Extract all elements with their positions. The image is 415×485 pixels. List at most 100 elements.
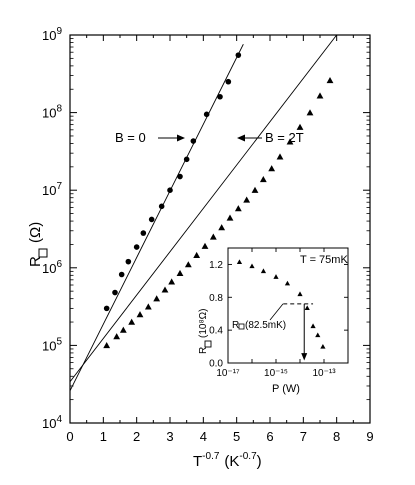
inset-point <box>320 343 326 349</box>
inset-y-axis-title: R (10⁸Ω) <box>198 309 212 354</box>
x-tick-label: 3 <box>166 429 173 444</box>
inset-point <box>236 259 243 265</box>
point-b2t <box>286 138 294 145</box>
point-b0 <box>217 93 223 100</box>
inset-y-unit: (10⁸Ω) <box>198 309 209 338</box>
x-tick-label: 5 <box>233 429 240 444</box>
inset-axis-ticks: 0.0 0.4 0.8 1.2 10⁻¹⁷ 10⁻¹⁵ 10⁻¹³ <box>209 248 349 379</box>
x-tick-label: 4 <box>200 429 207 444</box>
point-b2t <box>306 109 314 116</box>
point-b2t <box>103 342 111 349</box>
inset-down-arrow-head <box>301 353 308 361</box>
main-axis-ticks: 0 1 2 3 4 5 6 7 8 9 104 105 106 107 108 109 <box>42 26 374 444</box>
inset-point <box>249 263 255 269</box>
inset-point <box>260 268 267 274</box>
inset-point <box>315 332 321 338</box>
inset-y-tick-label: 0.0 <box>209 359 223 370</box>
inset-y-tick-label: 0.8 <box>209 293 223 304</box>
y-axis-unit: (Ω) <box>27 222 44 243</box>
x-axis-title: T-0.7 (K-0.7) <box>193 451 262 470</box>
x-tick-label: 1 <box>100 429 107 444</box>
inset-x-tick-label: 10⁻¹⁷ <box>216 368 240 379</box>
inset-ref-sub: (82.5mK) <box>245 320 286 331</box>
point-b0 <box>133 244 140 250</box>
point-b0 <box>167 187 173 193</box>
point-b2t <box>243 196 251 203</box>
y-tick-label: 109 <box>42 26 62 43</box>
inset-point <box>297 291 303 297</box>
point-b2t <box>119 326 127 333</box>
point-b0 <box>148 216 155 223</box>
inset-y-tick-label: 1.2 <box>209 260 223 271</box>
y-tick-label: 108 <box>42 104 62 121</box>
point-b2t <box>316 92 324 99</box>
point-b2t <box>153 295 161 302</box>
point-b2t <box>113 333 121 340</box>
inset-point <box>284 280 291 286</box>
point-b0 <box>190 138 197 144</box>
point-b2t <box>144 303 152 310</box>
point-b0 <box>177 173 183 180</box>
y-axis-square-subscript <box>38 248 48 258</box>
point-b0 <box>235 52 242 58</box>
inset-x-tick-label: 10⁻¹³ <box>312 368 336 379</box>
x-tick-label: 6 <box>266 429 273 444</box>
inset-reference-leader <box>269 303 284 321</box>
point-b2t <box>326 76 334 84</box>
point-b0 <box>125 258 132 265</box>
point-b0 <box>112 289 118 296</box>
point-b2t <box>176 269 184 276</box>
x-tick-label: 0 <box>66 429 73 444</box>
y-tick-label: 107 <box>42 181 62 198</box>
point-b2t <box>276 153 284 160</box>
inset-y-square-subscript <box>204 340 212 348</box>
inset-reference-label: R (82.5mK) <box>232 320 286 331</box>
point-b2t <box>184 261 192 268</box>
point-b2t <box>259 175 267 183</box>
point-b2t <box>161 286 169 293</box>
inset-x-axis-title: P (W) <box>272 383 300 395</box>
inset-ref-symbol: R <box>232 320 239 331</box>
fit-line-b0 <box>69 44 244 391</box>
point-b0 <box>118 271 125 278</box>
main-fit-lines <box>69 34 338 391</box>
point-b2t <box>168 278 176 285</box>
inset-y-symbol: R <box>198 347 209 354</box>
x-tick-label: 9 <box>366 429 373 444</box>
point-b2t <box>218 224 226 231</box>
point-b2t <box>296 123 304 130</box>
inset-data-points <box>236 259 326 349</box>
point-b2t <box>234 205 242 212</box>
point-b2t <box>226 214 234 221</box>
y-tick-label: 105 <box>42 336 62 353</box>
y-axis-title: R (Ω) <box>27 222 48 267</box>
point-b2t <box>136 311 144 318</box>
x-tick-label: 2 <box>133 429 140 444</box>
inset-title: T = 75mK <box>300 254 348 266</box>
arrow-b0 <box>158 134 185 142</box>
point-b0 <box>158 203 165 210</box>
inset-ref-square <box>238 323 245 330</box>
point-b2t <box>268 165 276 172</box>
annotation-b2t: B = 2T <box>265 130 304 145</box>
inset-point <box>304 305 310 311</box>
point-b0 <box>140 230 147 236</box>
x-tick-label: 8 <box>333 429 340 444</box>
inset-x-tick-label: 10⁻¹⁵ <box>264 368 288 379</box>
inset-plot-frame <box>227 247 349 364</box>
point-b0 <box>203 111 210 118</box>
fit-line-b2t <box>69 34 338 383</box>
inset-reference-marker <box>269 303 314 361</box>
y-tick-label: 104 <box>42 414 62 431</box>
point-b2t <box>209 233 217 240</box>
point-b2t <box>201 242 209 249</box>
annotation-b0: B = 0 <box>115 130 146 145</box>
y-axis-symbol: R <box>27 256 44 267</box>
y-tick-label: 106 <box>42 259 62 276</box>
x-tick-label: 7 <box>300 429 307 444</box>
inset-point <box>310 323 316 329</box>
inset-point <box>273 274 279 279</box>
point-b0 <box>225 78 232 85</box>
main-data-points <box>103 52 334 349</box>
